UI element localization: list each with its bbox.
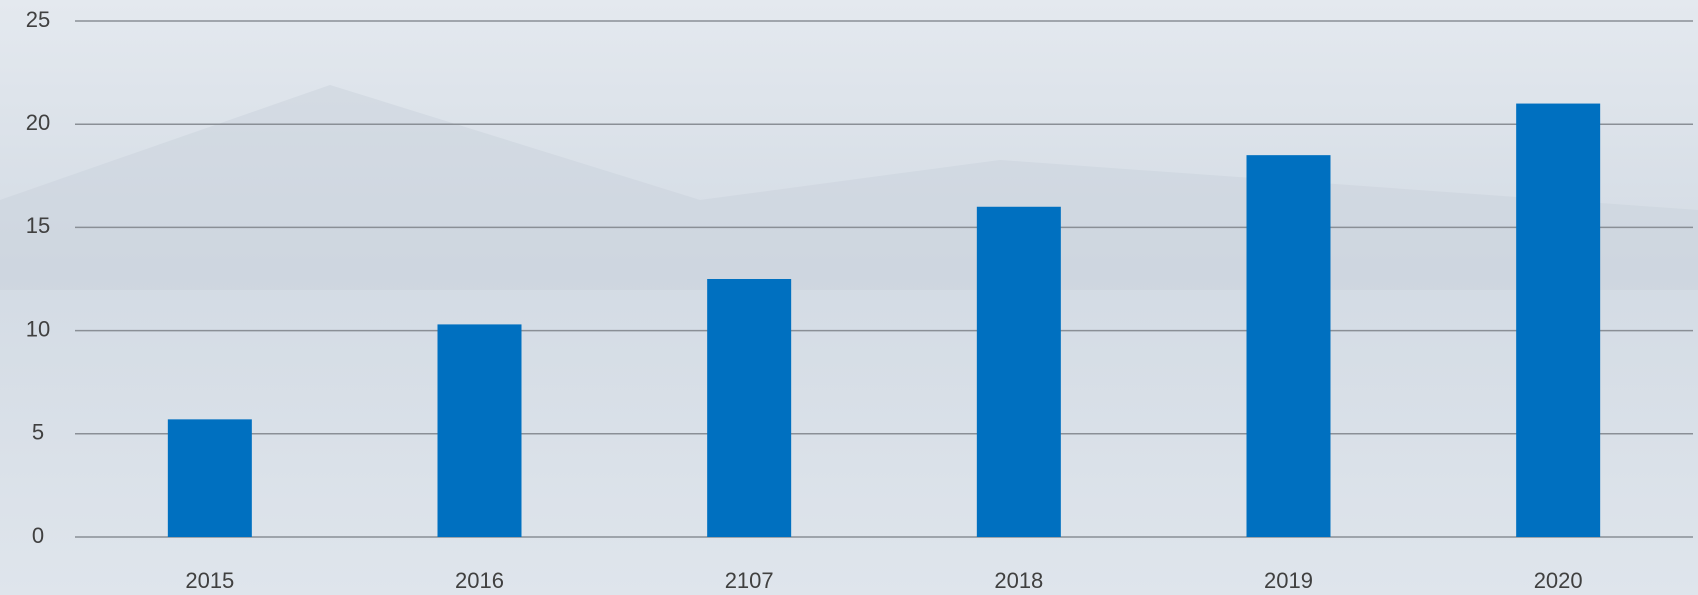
bar [168,419,252,537]
bar [977,207,1061,537]
bar [707,279,791,537]
y-tick-label: 0 [32,523,44,548]
bar [1247,155,1331,537]
y-tick-label: 15 [26,213,50,238]
bar [438,324,522,537]
page: {"chart_data": {"type": "bar", "categori… [0,0,1698,595]
x-tick-label: 2107 [725,568,774,593]
y-tick-label: 20 [26,110,50,135]
y-tick-label: 25 [26,7,50,32]
chart: 0 5 10 15 20 25 2015 2016 2107 2018 2019 2020 [0,0,1698,595]
x-tick-label: 2019 [1264,568,1313,593]
y-tick-label: 10 [26,316,50,341]
background [0,0,1698,595]
x-tick-label: 2018 [994,568,1043,593]
y-tick-label: 5 [32,420,44,445]
bar [1516,104,1600,537]
x-tick-label: 2016 [455,568,504,593]
x-tick-label: 2020 [1534,568,1583,593]
x-tick-label: 2015 [185,568,234,593]
